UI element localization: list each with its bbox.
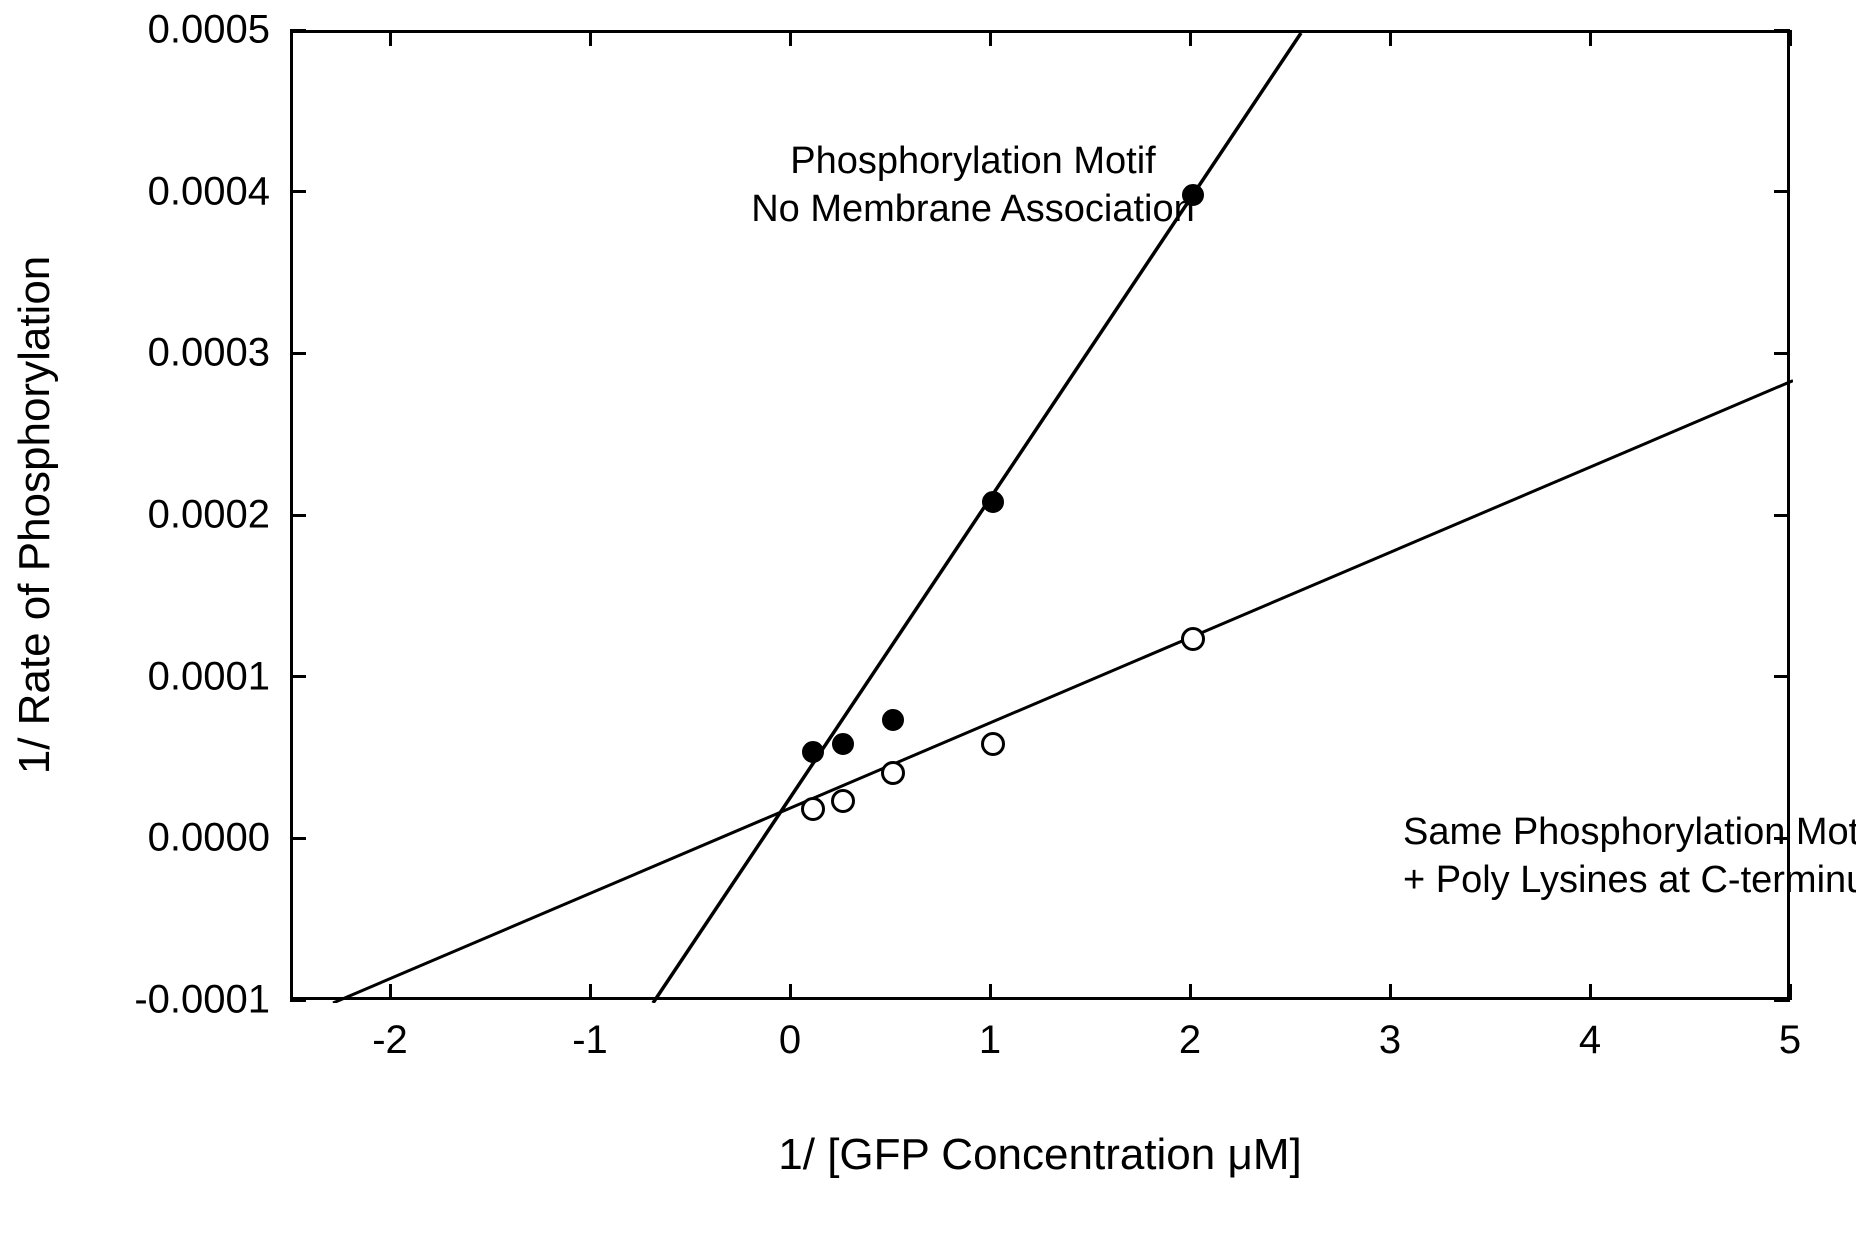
y-tick bbox=[1774, 675, 1790, 678]
x-tick bbox=[389, 984, 392, 1000]
y-tick bbox=[290, 675, 306, 678]
data-point-poly-lysine bbox=[831, 789, 855, 813]
x-tick-label: -2 bbox=[372, 1018, 408, 1063]
x-axis-label: 1/ [GFP Concentration μM] bbox=[778, 1130, 1301, 1180]
data-point-no-membrane bbox=[882, 709, 904, 731]
y-tick bbox=[290, 514, 306, 517]
y-tick bbox=[290, 29, 306, 32]
figure: Phosphorylation Motif No Membrane Associ… bbox=[0, 0, 1856, 1243]
y-tick bbox=[290, 999, 306, 1002]
x-tick-label: 4 bbox=[1579, 1018, 1601, 1063]
x-tick bbox=[1389, 30, 1392, 46]
x-tick bbox=[989, 30, 992, 46]
x-tick-label: 0 bbox=[779, 1018, 801, 1063]
y-tick-label: 0.0005 bbox=[0, 8, 270, 53]
plot-area: Phosphorylation Motif No Membrane Associ… bbox=[290, 30, 1790, 1000]
x-tick bbox=[1189, 984, 1192, 1000]
y-tick bbox=[1774, 352, 1790, 355]
x-tick bbox=[1589, 30, 1592, 46]
x-tick bbox=[1789, 984, 1792, 1000]
y-tick bbox=[1774, 514, 1790, 517]
y-tick bbox=[290, 352, 306, 355]
x-tick bbox=[789, 30, 792, 46]
x-tick-label: 3 bbox=[1379, 1018, 1401, 1063]
data-point-poly-lysine bbox=[1181, 627, 1205, 651]
x-tick bbox=[1389, 984, 1392, 1000]
x-tick bbox=[1789, 30, 1792, 46]
y-axis-label: 1/ Rate of Phosphorylation bbox=[10, 256, 60, 775]
y-tick bbox=[290, 190, 306, 193]
data-point-poly-lysine bbox=[801, 797, 825, 821]
x-tick bbox=[389, 30, 392, 46]
x-tick bbox=[789, 984, 792, 1000]
series-label-no-membrane: Phosphorylation Motif No Membrane Associ… bbox=[751, 138, 1195, 233]
x-tick bbox=[1589, 984, 1592, 1000]
x-tick-label: -1 bbox=[572, 1018, 608, 1063]
y-tick bbox=[1774, 837, 1790, 840]
data-point-no-membrane bbox=[832, 733, 854, 755]
data-point-poly-lysine bbox=[881, 761, 905, 785]
data-point-no-membrane bbox=[802, 741, 824, 763]
data-point-no-membrane bbox=[982, 491, 1004, 513]
x-tick bbox=[589, 984, 592, 1000]
y-tick-label: 0.0000 bbox=[0, 816, 270, 861]
y-tick bbox=[1774, 190, 1790, 193]
y-tick-label: -0.0001 bbox=[0, 978, 270, 1023]
x-tick bbox=[1189, 30, 1192, 46]
y-tick-label: 0.0004 bbox=[0, 169, 270, 214]
series-label-poly-lysine: Same Phosphorylation Motif + Poly Lysine… bbox=[1403, 809, 1856, 904]
x-tick-label: 1 bbox=[979, 1018, 1001, 1063]
regression-line-poly-lysine bbox=[333, 381, 1793, 1003]
x-tick-label: 2 bbox=[1179, 1018, 1201, 1063]
data-point-poly-lysine bbox=[981, 732, 1005, 756]
x-tick-label: 5 bbox=[1779, 1018, 1801, 1063]
x-tick bbox=[589, 30, 592, 46]
x-tick bbox=[989, 984, 992, 1000]
y-tick bbox=[290, 837, 306, 840]
